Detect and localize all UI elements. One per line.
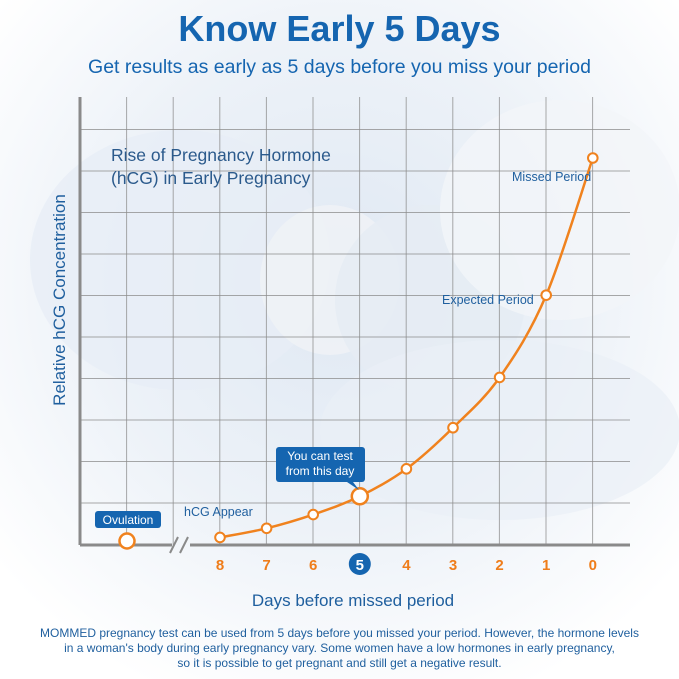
data-point [587, 152, 599, 164]
x-tick-label: 6 [309, 557, 317, 574]
data-point [260, 522, 273, 535]
chart-title-line: (hCG) in Early Pregnancy [111, 168, 311, 188]
ovulation-label: Ovulation [103, 513, 154, 527]
axis-break-mark [169, 536, 179, 554]
x-axis-label: Days before missed period [252, 591, 454, 610]
y-axis-label: Relative hCG Concentration [50, 194, 69, 406]
disclaimer-line: MOMMED pregnancy test can be used from 5… [40, 626, 639, 640]
test-day-badge-pointer [347, 482, 359, 490]
highlighted-tick-badge [348, 553, 371, 575]
test-day-label: You can test [287, 449, 353, 463]
chart-labels: Rise of Pregnancy Hormone (hCG) in Early … [50, 145, 597, 610]
data-point [214, 531, 226, 544]
page-subtitle: Get results as early as 5 days before yo… [88, 56, 591, 78]
test-day-badge [276, 447, 365, 482]
ovulation-badge [95, 511, 161, 528]
annotation-hcg-appear: hCG Appear [184, 505, 253, 519]
data-point [447, 421, 459, 434]
hcg-curve [118, 152, 599, 550]
chart-title-line: Rise of Pregnancy Hormone [111, 145, 331, 165]
data-point [400, 463, 413, 475]
x-tick-label: 3 [449, 557, 457, 574]
x-tick-label: 5 [356, 557, 364, 574]
x-tick-label: 2 [495, 557, 503, 574]
page-title: Know Early 5 Days [178, 8, 501, 49]
data-point [350, 487, 370, 506]
annotation-expected-period: Expected Period [442, 293, 534, 307]
x-tick-label: 7 [262, 557, 270, 574]
disclaimer-line: so it is possible to get pregnant and st… [177, 656, 502, 670]
test-day-label: from this day [286, 464, 355, 478]
x-tick-label: 0 [589, 557, 597, 574]
data-point [307, 508, 320, 521]
data-point [540, 289, 553, 301]
disclaimer-line: in a woman's body during early pregnancy… [64, 641, 615, 655]
ovulation-point [118, 532, 136, 550]
data-point [493, 371, 506, 384]
x-tick-label: 1 [542, 557, 550, 574]
x-tick-label: 8 [216, 557, 224, 574]
axis-break-mark [179, 536, 189, 554]
disclaimer-text: MOMMED pregnancy test can be used from 5… [10, 626, 669, 671]
chart-title: Rise of Pregnancy Hormone (hCG) in Early … [111, 145, 331, 188]
annotation-missed-period: Missed Period [512, 170, 591, 184]
x-tick-label: 4 [402, 557, 411, 574]
